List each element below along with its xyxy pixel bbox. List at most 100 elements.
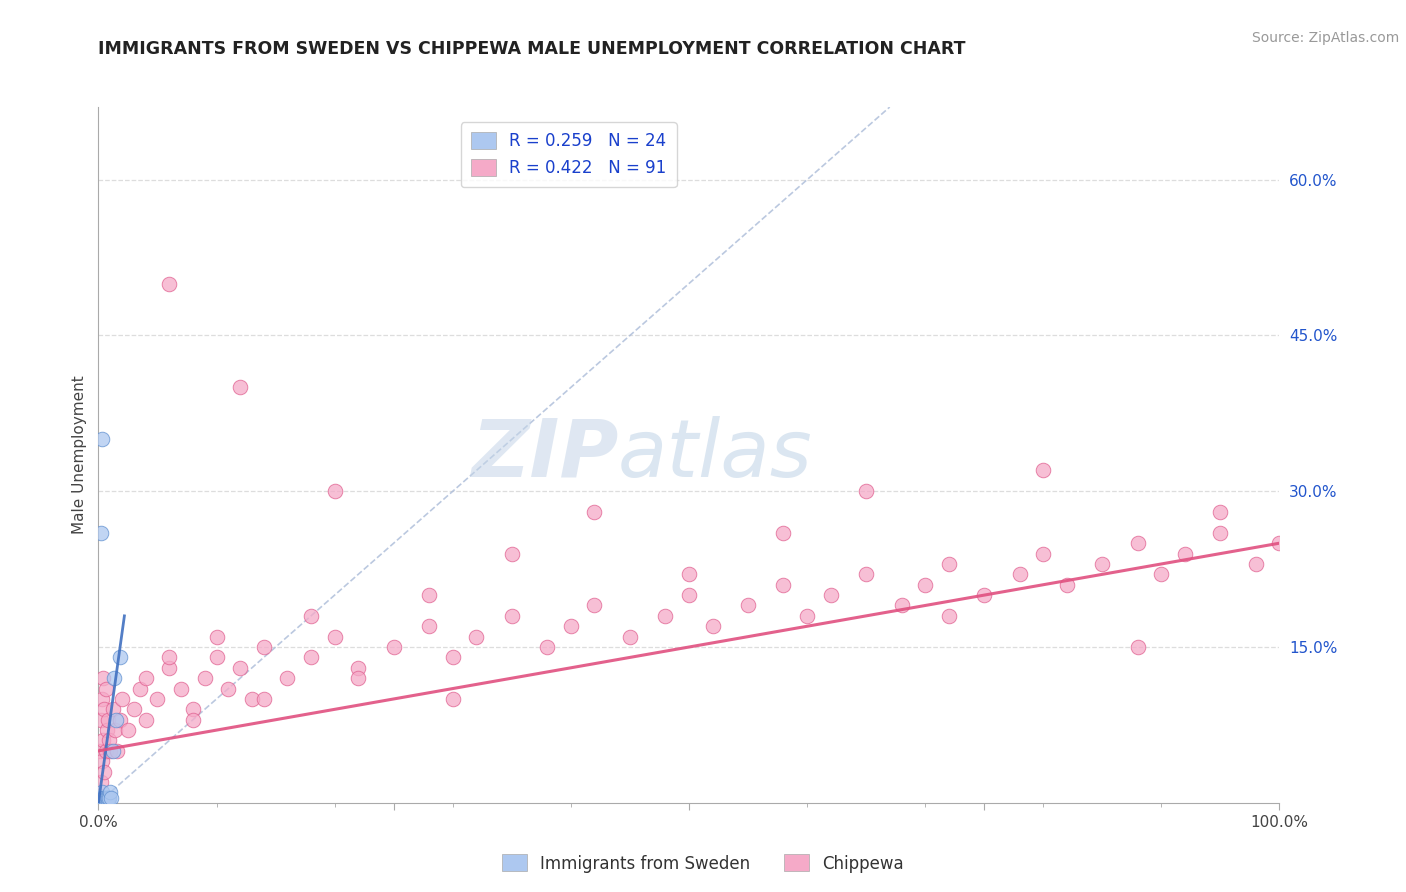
Point (128, 681, 150, 696)
Point (583, 599, 606, 613)
Point (1056, 578, 1078, 592)
Point (94, 790, 117, 805)
Point (111, 692, 134, 706)
Point (1126, 640, 1149, 654)
Point (98, 790, 121, 805)
Point (98, 733, 121, 747)
Point (938, 557, 960, 571)
Point (93, 796, 115, 810)
Point (973, 588, 995, 602)
Point (103, 671, 125, 685)
Point (97, 790, 120, 805)
Point (91, 796, 114, 810)
Point (323, 630, 346, 644)
Point (205, 630, 228, 644)
Legend: R = 0.259   N = 24, R = 0.422   N = 91: R = 0.259 N = 24, R = 0.422 N = 91 (461, 122, 676, 187)
Point (90, 790, 112, 805)
Point (217, 681, 239, 696)
Point (583, 505, 606, 519)
Point (135, 713, 157, 727)
Point (1209, 505, 1232, 519)
Point (299, 650, 322, 665)
Point (855, 484, 877, 499)
Point (914, 578, 936, 592)
Point (276, 671, 298, 685)
Point (1032, 547, 1054, 561)
Point (1150, 567, 1173, 582)
Point (1008, 567, 1031, 582)
Text: IMMIGRANTS FROM SWEDEN VS CHIPPEWA MALE UNEMPLOYMENT CORRELATION CHART: IMMIGRANTS FROM SWEDEN VS CHIPPEWA MALE … (98, 40, 966, 58)
Point (772, 578, 794, 592)
Point (418, 588, 440, 602)
Point (820, 588, 842, 602)
Point (229, 661, 252, 675)
Point (101, 702, 124, 716)
Point (135, 671, 157, 685)
Point (91, 754, 114, 768)
Point (194, 671, 217, 685)
Y-axis label: Male Unemployment: Male Unemployment (72, 376, 87, 534)
Point (122, 702, 145, 716)
Point (94, 744, 117, 758)
Point (101, 744, 124, 758)
Point (1244, 557, 1267, 571)
Point (347, 661, 370, 675)
Point (678, 588, 700, 602)
Point (96, 723, 118, 738)
Point (1126, 536, 1149, 550)
Point (418, 619, 440, 633)
Point (89, 790, 111, 805)
Point (170, 681, 193, 696)
Point (560, 619, 582, 633)
Point (100, 790, 122, 805)
Point (91, 790, 114, 805)
Text: ZIP: ZIP (471, 416, 619, 494)
Point (157, 277, 180, 291)
Point (253, 640, 276, 654)
Point (253, 692, 276, 706)
Point (465, 630, 488, 644)
Point (1174, 547, 1197, 561)
Point (157, 661, 180, 675)
Point (94, 681, 117, 696)
Point (89, 744, 111, 758)
Point (94, 796, 117, 810)
Text: Source: ZipAtlas.com: Source: ZipAtlas.com (1251, 31, 1399, 45)
Point (91, 433, 114, 447)
Point (91, 790, 114, 805)
Point (104, 723, 127, 738)
Point (90, 525, 112, 540)
Point (105, 744, 128, 758)
Point (90, 713, 112, 727)
Point (90, 796, 112, 810)
Point (323, 484, 346, 499)
Point (97, 713, 120, 727)
Point (619, 630, 641, 644)
Point (146, 692, 169, 706)
Point (98, 744, 121, 758)
Legend: Immigrants from Sweden, Chippewa: Immigrants from Sweden, Chippewa (495, 847, 911, 880)
Point (98, 785, 121, 799)
Point (938, 608, 960, 623)
Point (97, 796, 120, 810)
Point (93, 702, 115, 716)
Point (855, 567, 877, 582)
Point (654, 608, 676, 623)
Point (91, 733, 114, 747)
Point (737, 599, 759, 613)
Point (229, 380, 252, 394)
Point (181, 702, 204, 716)
Point (181, 713, 204, 727)
Point (90, 775, 112, 789)
Point (91, 796, 114, 810)
Point (1268, 536, 1291, 550)
Point (501, 608, 523, 623)
Point (108, 650, 131, 665)
Point (441, 692, 464, 706)
Point (796, 608, 818, 623)
Point (347, 671, 370, 685)
Point (240, 692, 263, 706)
Point (702, 619, 724, 633)
Point (382, 640, 405, 654)
Point (91, 671, 114, 685)
